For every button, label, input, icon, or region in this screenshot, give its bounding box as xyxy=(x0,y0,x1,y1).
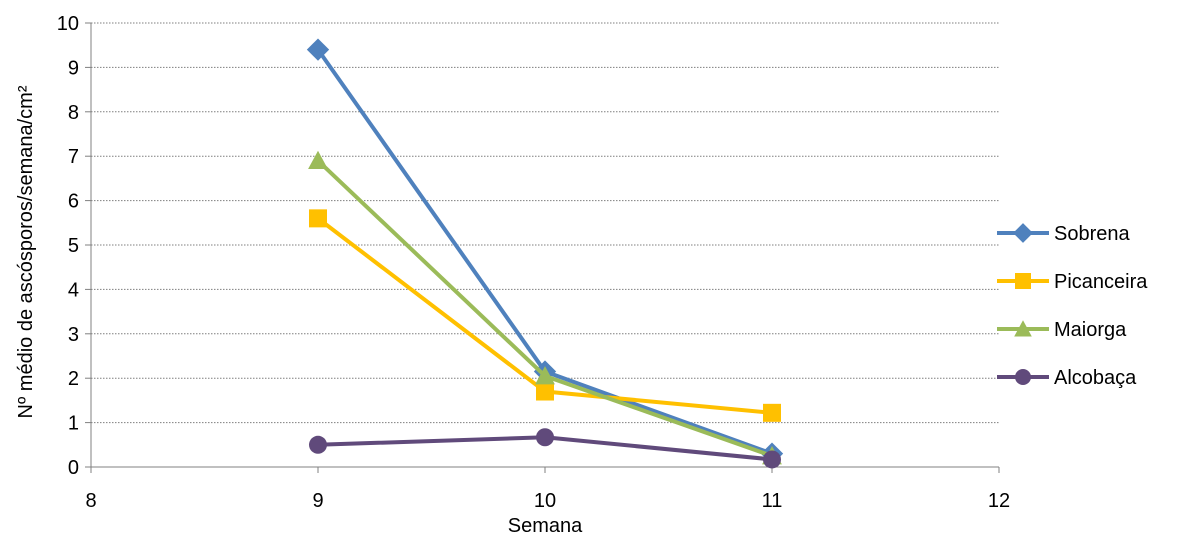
x-tick-label: 10 xyxy=(534,490,556,512)
data-point xyxy=(535,366,555,385)
y-tick-label: 5 xyxy=(68,235,79,257)
data-point xyxy=(308,150,328,170)
x-tick-label: 11 xyxy=(762,490,783,512)
legend: Sobrena Picanceira Maiorga Alcobaça xyxy=(997,223,1148,389)
gridlines xyxy=(91,22,999,424)
x-tick-label: 8 xyxy=(85,490,96,512)
y-tick-label: 1 xyxy=(68,413,79,435)
x-tick-label: 9 xyxy=(312,490,323,512)
legend-item-sobrena: Sobrena xyxy=(997,223,1130,245)
data-point xyxy=(306,38,330,61)
series-lines xyxy=(306,38,784,469)
data-point xyxy=(309,209,327,228)
y-tick-label: 9 xyxy=(68,57,79,79)
x-tick-labels: 8 9 10 11 12 xyxy=(85,490,1010,512)
data-point xyxy=(309,435,327,454)
legend-marker xyxy=(1015,369,1031,385)
series-maiorga xyxy=(308,150,782,465)
legend-marker xyxy=(1015,273,1031,289)
data-point xyxy=(536,428,554,447)
y-tick-label: 3 xyxy=(68,324,79,346)
legend-item-alcobaça: Alcobaça xyxy=(997,367,1137,389)
legend-marker xyxy=(1014,320,1032,337)
y-tick-label: 6 xyxy=(68,191,79,213)
legend-label: Maiorga xyxy=(1054,319,1127,341)
data-point xyxy=(536,382,554,401)
y-tick-label: 4 xyxy=(68,279,79,301)
x-axis-title: Semana xyxy=(508,515,583,537)
y-tick-label: 8 xyxy=(68,102,79,124)
legend-label: Sobrena xyxy=(1054,223,1130,245)
data-point xyxy=(763,450,781,469)
data-point xyxy=(763,403,781,422)
series-sobrena xyxy=(306,38,784,465)
y-tick-label: 0 xyxy=(68,457,79,479)
y-tick-label: 2 xyxy=(68,368,79,390)
y-tick-label: 7 xyxy=(68,146,79,168)
legend-marker xyxy=(1013,223,1033,243)
legend-item-maiorga: Maiorga xyxy=(997,319,1127,341)
y-tick-labels: 0 1 2 3 4 5 6 7 8 9 10 xyxy=(57,13,79,479)
legend-item-picanceira: Picanceira xyxy=(997,271,1148,293)
y-tick-label: 10 xyxy=(57,13,79,35)
series-picanceira xyxy=(309,209,781,422)
x-tick-label: 12 xyxy=(988,490,1010,512)
axes xyxy=(85,22,1000,473)
legend-label: Alcobaça xyxy=(1054,367,1137,389)
legend-label: Picanceira xyxy=(1054,271,1148,293)
y-axis-title: Nº médio de ascósporos/semana/cm² xyxy=(15,85,37,418)
series-alcobaça xyxy=(309,428,781,469)
series-line xyxy=(316,158,774,458)
